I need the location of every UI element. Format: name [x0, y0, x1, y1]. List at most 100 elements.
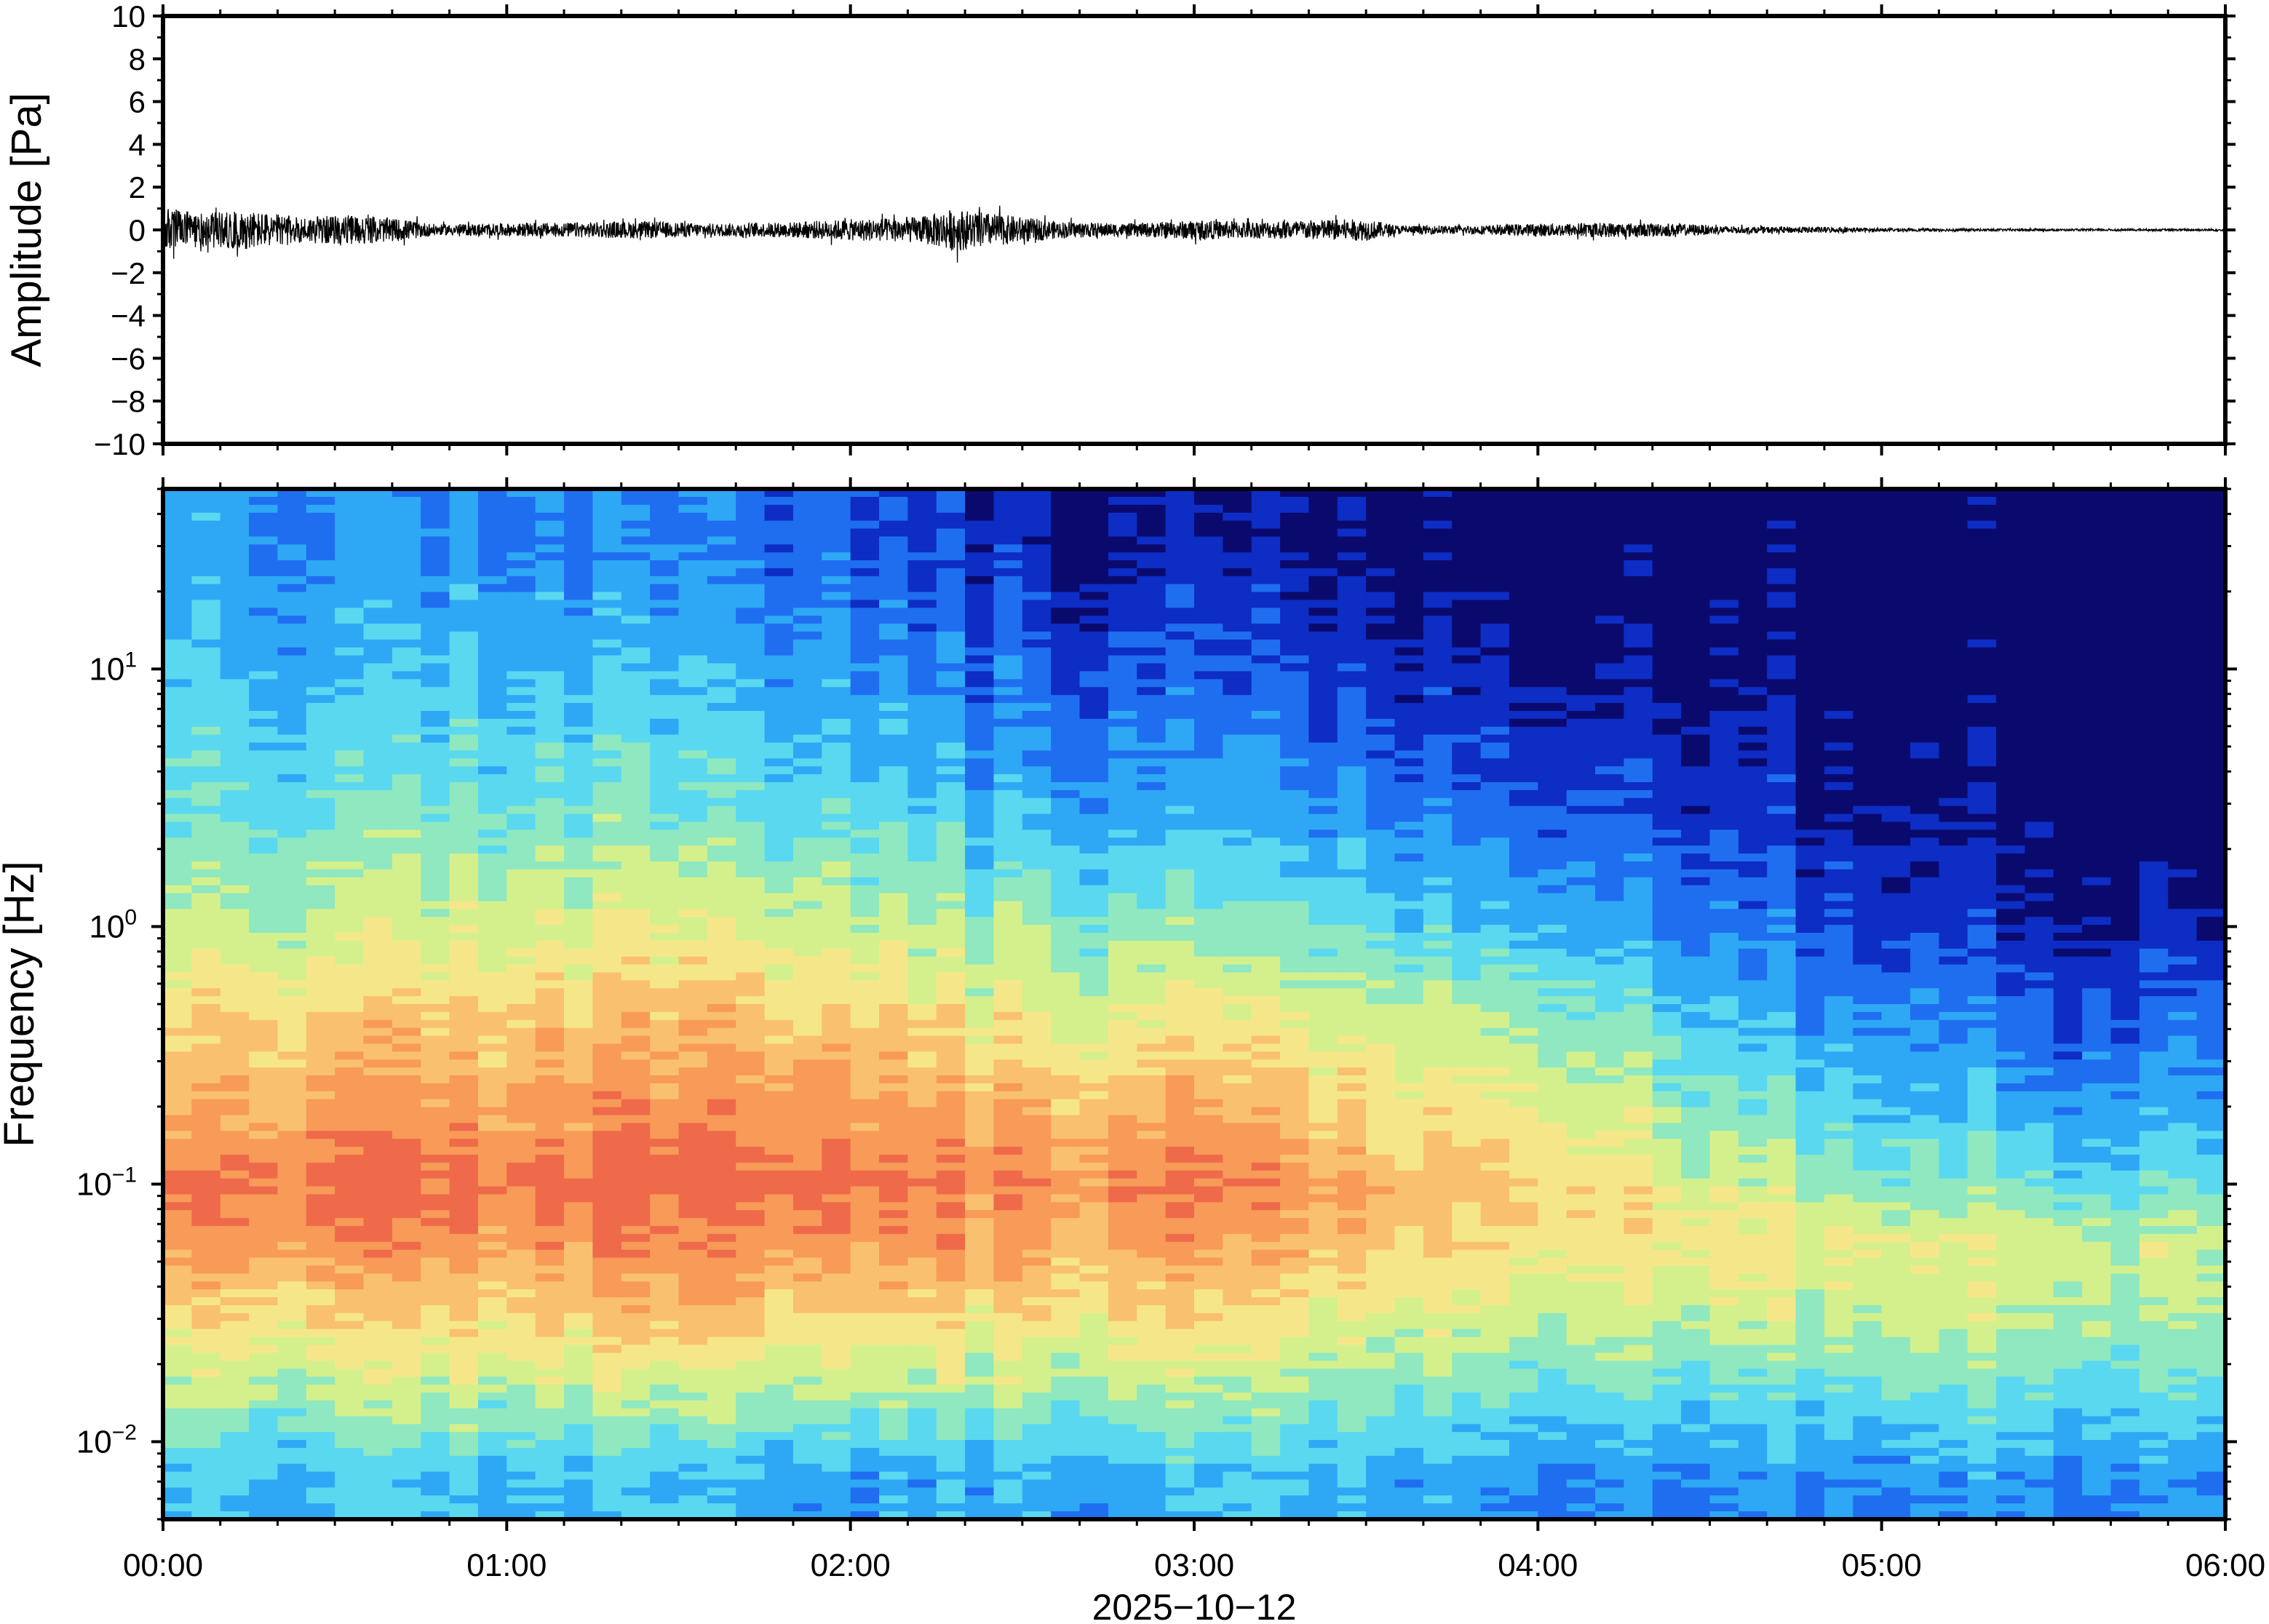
spectrogram-cell — [392, 504, 422, 514]
spectrogram-cell — [535, 552, 565, 561]
spectrogram-cell — [1108, 655, 1138, 664]
spectrogram-cell — [363, 1392, 393, 1401]
spectrogram-cell — [506, 1035, 536, 1045]
spectrogram-cell — [621, 1392, 651, 1401]
spectrogram-cell — [993, 972, 1023, 982]
spectrogram-cell — [879, 909, 909, 918]
spectrogram-cell — [1051, 639, 1081, 648]
spectrogram-cell — [850, 837, 880, 846]
spectrogram-cell — [707, 734, 737, 744]
spectrogram-cell — [736, 845, 766, 854]
spectrogram-cell — [535, 1147, 565, 1155]
spectrogram-cell — [191, 1432, 221, 1441]
spectrogram-cell — [1223, 560, 1252, 569]
spectrogram-cell — [1108, 647, 1138, 656]
spectrogram-cell — [249, 988, 279, 997]
spectrogram-cell — [191, 996, 221, 1005]
spectrogram-cell — [879, 1162, 909, 1171]
spectrogram-cell — [965, 925, 995, 934]
spectrogram-cell — [621, 671, 651, 680]
spectrogram-cell — [363, 703, 393, 712]
spectrogram-cell — [1137, 568, 1167, 577]
spectrogram-cell — [335, 1384, 365, 1393]
spectrogram-cell — [363, 1257, 393, 1267]
spectrogram-cell — [535, 1384, 565, 1393]
spectrogram-cell — [1223, 584, 1252, 593]
spectrogram-cell — [707, 853, 737, 862]
spectrogram-cell — [736, 710, 766, 720]
spectrogram-cell — [592, 1131, 622, 1139]
spectrogram-cell — [335, 956, 365, 966]
spectrogram-cell — [936, 909, 966, 918]
spectrogram-cell — [650, 544, 680, 553]
spectrogram-cell — [1165, 568, 1195, 577]
spectrogram-cell — [907, 1345, 937, 1354]
spectrogram-cell — [421, 972, 450, 982]
spectrogram-cell — [564, 1321, 594, 1330]
spectrogram-cell — [363, 1241, 393, 1251]
spectrogram-cell — [707, 1424, 737, 1433]
spectrogram-cell — [936, 805, 966, 815]
spectrogram-cell — [965, 655, 995, 664]
spectrogram-cell — [421, 710, 450, 720]
spectrogram-cell — [879, 758, 909, 768]
spectrogram-cell — [792, 901, 823, 910]
spectrogram-cell — [363, 1463, 393, 1473]
spectrogram-cell — [1079, 1392, 1109, 1401]
spectrogram-cell — [306, 917, 335, 926]
spectrogram-cell — [477, 1075, 508, 1084]
spectrogram-cell — [506, 1241, 536, 1251]
spectrogram-cell — [1194, 956, 1224, 966]
spectrogram-cell — [965, 940, 995, 950]
spectrogram-cell — [535, 639, 565, 648]
spectrogram-cell — [249, 1194, 279, 1203]
spectrogram-cell — [650, 1241, 680, 1251]
spectrogram-cell — [163, 1194, 193, 1203]
spectrogram-cell — [1079, 552, 1109, 561]
spectrogram-cell — [392, 853, 422, 862]
spectrogram-cell — [220, 1099, 250, 1108]
spectrogram-cell — [1223, 813, 1252, 823]
spectrogram-cell — [249, 837, 279, 846]
spectrogram-cell — [621, 1471, 651, 1481]
spectrogram-cell — [792, 1107, 823, 1116]
spectrogram-cell — [564, 1194, 594, 1203]
spectrogram-cell — [1137, 1361, 1167, 1369]
spectrogram-cell — [764, 528, 794, 538]
spectrogram-cell — [707, 1131, 737, 1139]
spectrogram-cell — [965, 1257, 995, 1267]
spectrogram-cell — [421, 1281, 450, 1290]
spectrogram-cell — [907, 608, 937, 617]
spectrogram-cell — [936, 1273, 966, 1283]
spectrogram-cell — [764, 1281, 794, 1290]
spectrogram-cell — [249, 608, 279, 617]
spectrogram-cell — [163, 1257, 193, 1267]
spectrogram-cell — [449, 1265, 479, 1275]
spectrogram-cell — [220, 1345, 250, 1354]
spectrogram-cell — [707, 1075, 737, 1084]
spectrogram-cell — [506, 1416, 536, 1425]
spectrogram-cell — [965, 1241, 995, 1251]
spectrogram-cell — [1194, 1353, 1224, 1361]
spectrogram-cell — [477, 1337, 508, 1346]
spectrogram-cell — [1194, 1265, 1224, 1275]
spectrogram-cell — [1194, 1004, 1224, 1013]
spectrogram-cell — [936, 877, 966, 886]
spectrogram-cell — [792, 552, 823, 561]
spectrogram-cell — [220, 1059, 250, 1068]
spectrogram-cell — [592, 813, 622, 823]
spectrogram-cell — [306, 1035, 335, 1045]
spectrogram-cell — [792, 726, 823, 736]
spectrogram-cell — [592, 1011, 622, 1021]
spectrogram-cell — [449, 797, 479, 807]
spectrogram-cell — [191, 1345, 221, 1354]
spectrogram-cell — [1022, 996, 1052, 1005]
spectrogram-cell — [1108, 1011, 1138, 1021]
spectrogram-cell — [993, 496, 1023, 506]
spectrogram-cell — [907, 1011, 937, 1021]
spectrogram-cell — [335, 909, 365, 918]
spectrogram-cell — [506, 1447, 536, 1457]
spectrogram-cell — [907, 758, 937, 768]
spectrogram-cell — [1165, 536, 1195, 546]
spectrogram-cell — [363, 528, 393, 538]
